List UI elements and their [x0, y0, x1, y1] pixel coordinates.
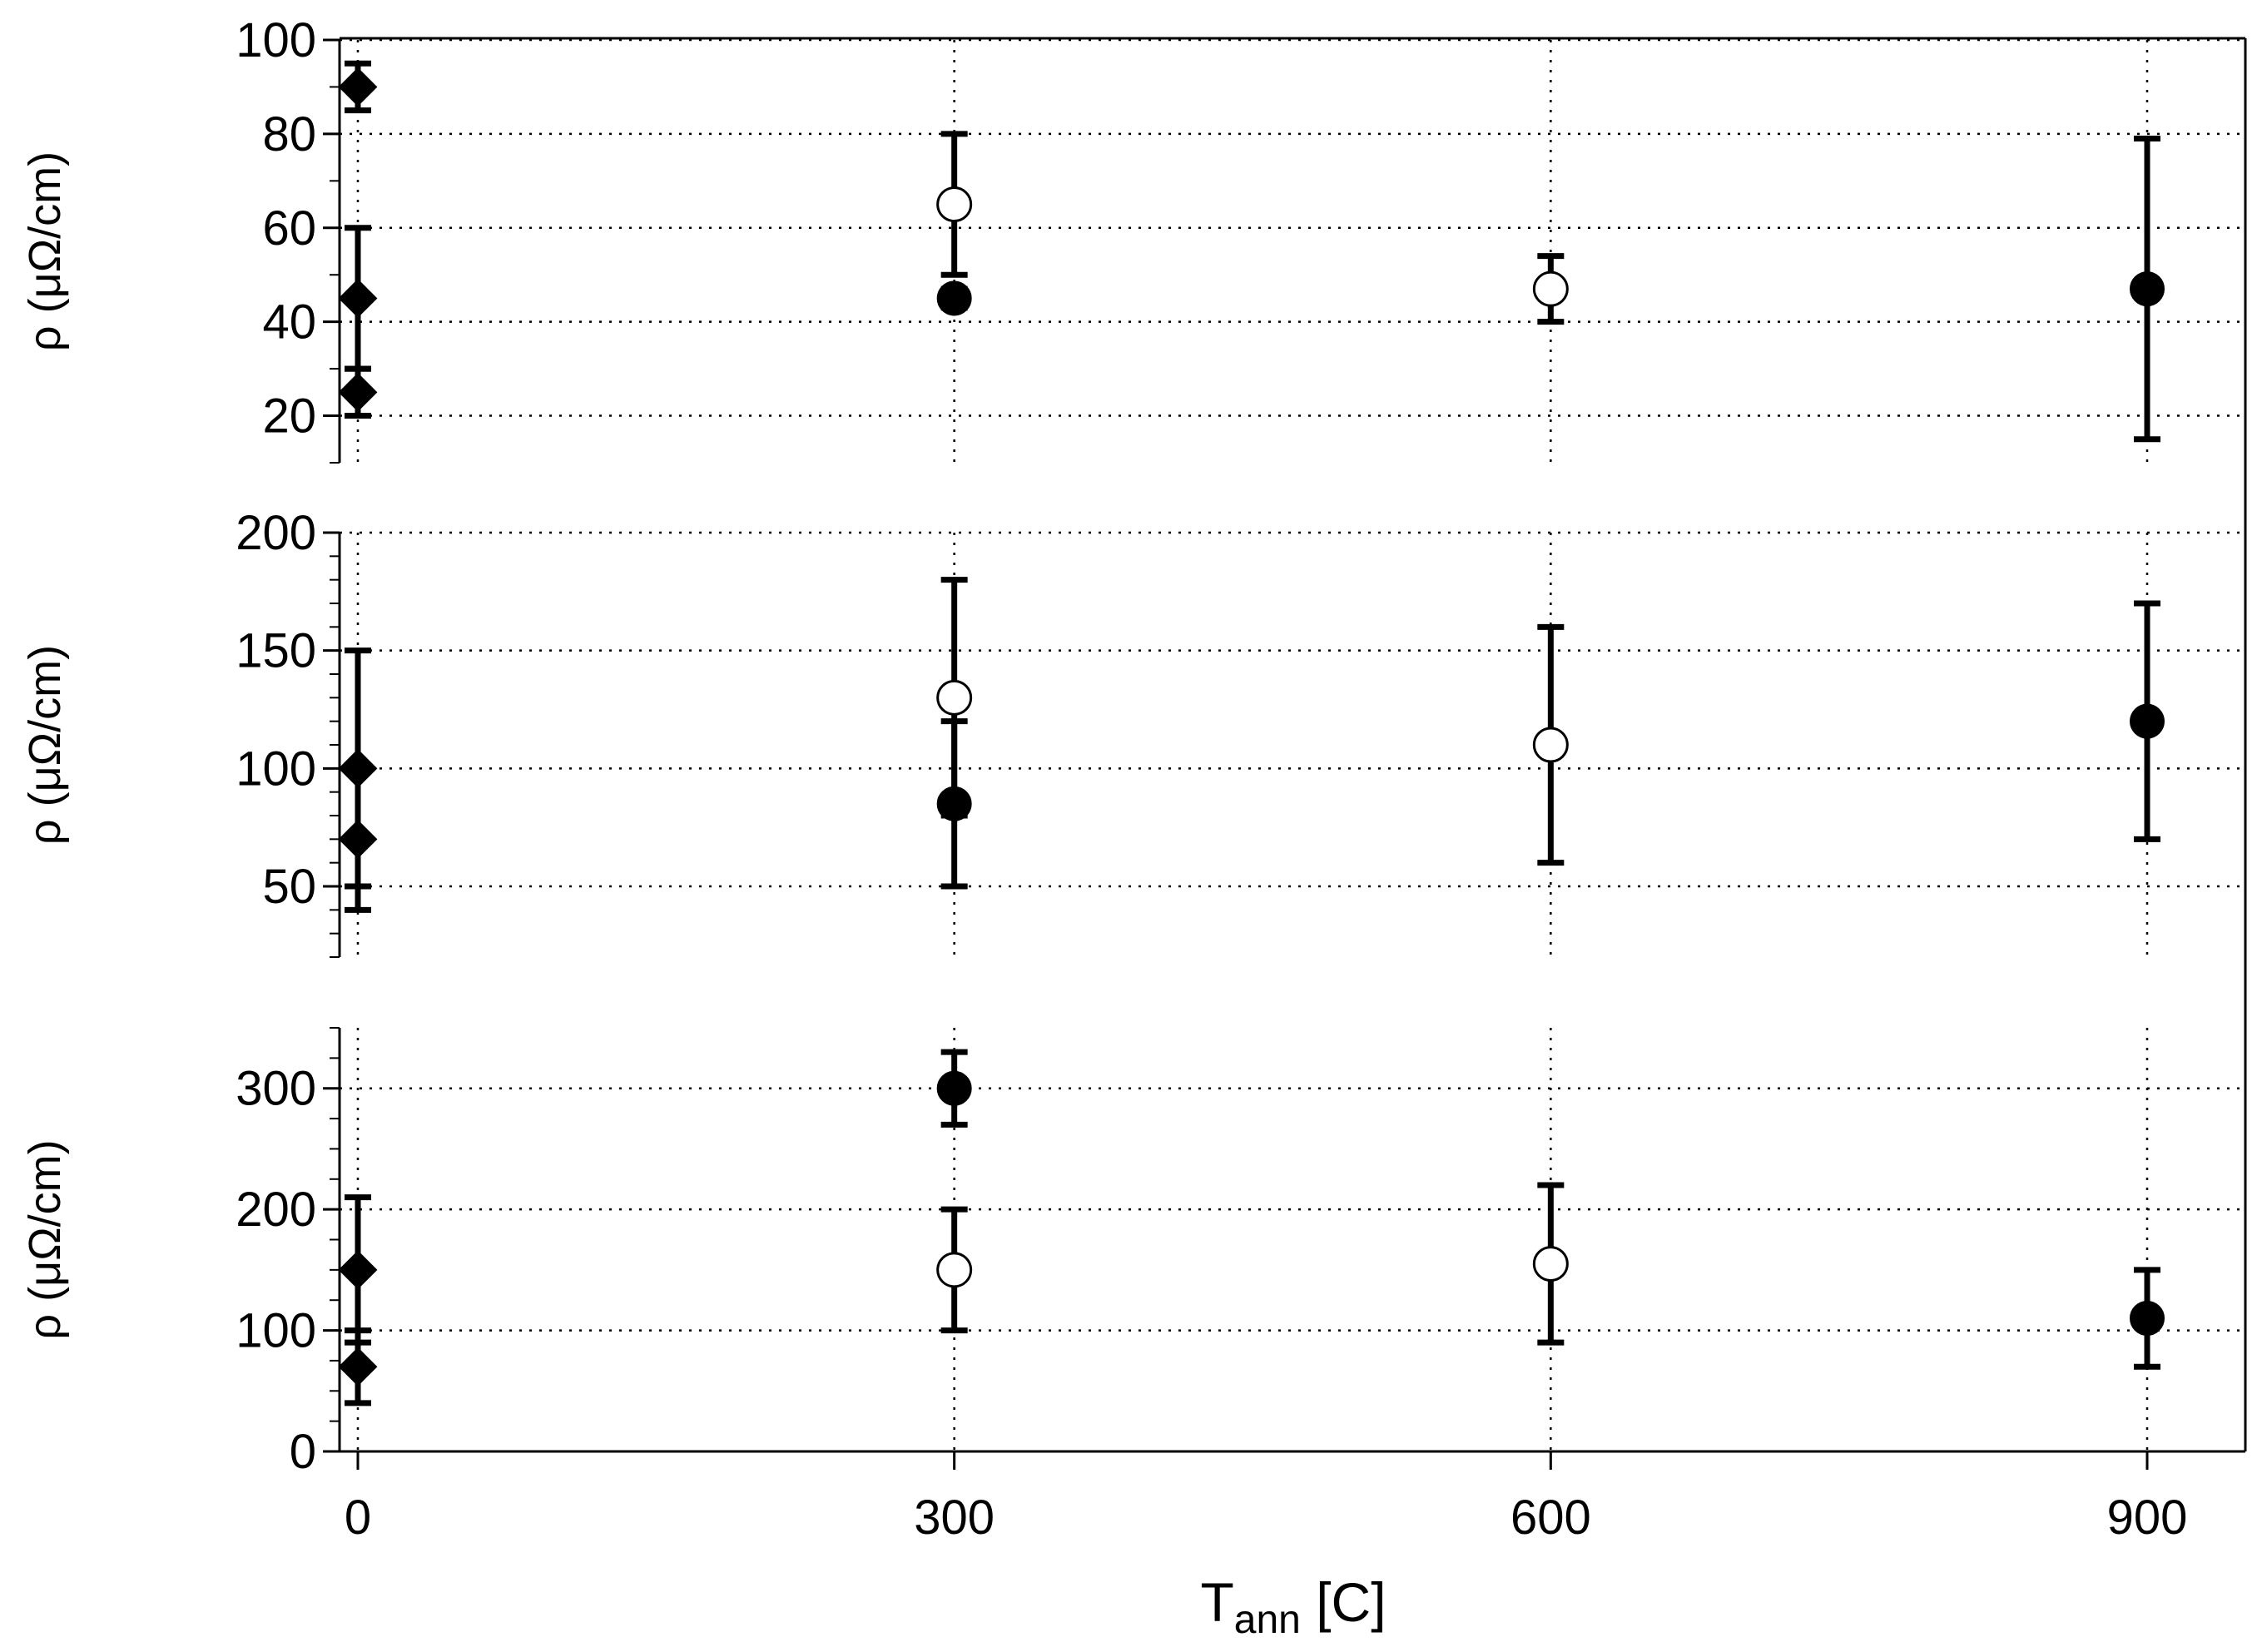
data-point-filled-circle [936, 786, 972, 821]
data-point-diamond [338, 67, 378, 107]
data-point-open-circle [936, 1252, 973, 1288]
data-point-diamond [338, 819, 378, 859]
data-point-filled-circle [936, 1070, 972, 1106]
y-tick-label: 20 [262, 389, 316, 444]
data-point-diamond [338, 372, 378, 412]
y-tick-label: 100 [236, 742, 316, 796]
data-point-diamond [338, 1250, 378, 1290]
data-point-filled-circle [2130, 703, 2165, 739]
data-point-open-circle [936, 186, 973, 223]
y-tick-label: 50 [262, 860, 316, 914]
y-tick-label: 300 [236, 1062, 316, 1116]
y-tick-label: 150 [236, 624, 316, 678]
data-point-open-circle [1532, 727, 1569, 763]
data-point-filled-circle [2130, 1301, 2165, 1337]
data-point-open-circle [1532, 1246, 1569, 1282]
y-tick-label: 60 [262, 201, 316, 255]
data-point-diamond [338, 279, 378, 318]
y-axis-label: ρ (μΩ/cm) [20, 151, 70, 351]
y-axis-label: ρ (μΩ/cm) [20, 645, 70, 845]
y-tick-label: 80 [262, 107, 316, 161]
data-point-filled-circle [936, 280, 972, 316]
data-point-open-circle [1532, 270, 1569, 307]
y-tick-label: 0 [290, 1425, 316, 1479]
x-tick-label: 0 [345, 1491, 371, 1545]
x-tick-label: 600 [1510, 1491, 1591, 1545]
x-tick-label: 900 [2107, 1491, 2188, 1545]
y-tick-label: 40 [262, 295, 316, 350]
y-axis-label: ρ (μΩ/cm) [20, 1139, 70, 1339]
data-point-filled-circle [2130, 271, 2165, 307]
x-tick-label: 300 [914, 1491, 995, 1545]
data-point-open-circle [936, 679, 973, 716]
y-tick-label: 100 [236, 1304, 316, 1358]
y-tick-label: 200 [236, 506, 316, 560]
y-tick-label: 100 [236, 13, 316, 67]
y-tick-label: 200 [236, 1183, 316, 1237]
x-axis-label: Tann [C] [1200, 1571, 1386, 1642]
data-point-diamond [338, 1347, 378, 1387]
